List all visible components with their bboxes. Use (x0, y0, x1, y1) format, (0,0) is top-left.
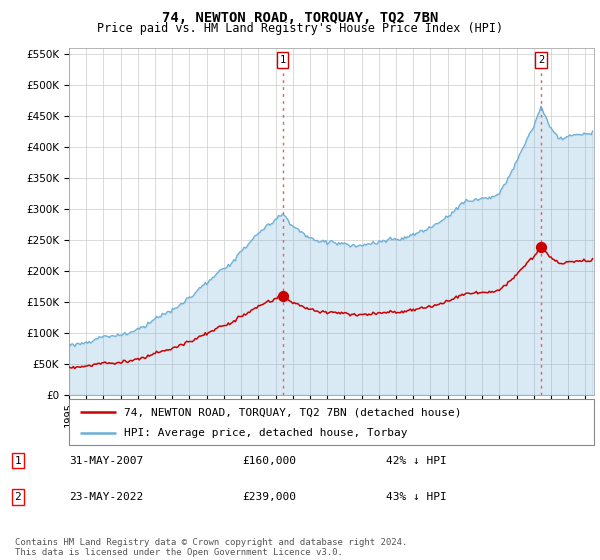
Text: Price paid vs. HM Land Registry's House Price Index (HPI): Price paid vs. HM Land Registry's House … (97, 22, 503, 35)
Text: 1: 1 (14, 456, 21, 465)
Text: £239,000: £239,000 (242, 492, 296, 502)
Text: 31-MAY-2007: 31-MAY-2007 (70, 456, 144, 465)
Text: 43% ↓ HPI: 43% ↓ HPI (386, 492, 447, 502)
Text: 74, NEWTON ROAD, TORQUAY, TQ2 7BN: 74, NEWTON ROAD, TORQUAY, TQ2 7BN (162, 11, 438, 25)
Text: 2: 2 (14, 492, 21, 502)
Text: £160,000: £160,000 (242, 456, 296, 465)
Text: Contains HM Land Registry data © Crown copyright and database right 2024.
This d: Contains HM Land Registry data © Crown c… (15, 538, 407, 557)
Text: 1: 1 (280, 55, 286, 65)
Point (278, 291, 287, 300)
Point (536, 242, 546, 251)
Text: 42% ↓ HPI: 42% ↓ HPI (386, 456, 447, 465)
Text: 2: 2 (538, 55, 544, 65)
Text: 74, NEWTON ROAD, TORQUAY, TQ2 7BN (detached house): 74, NEWTON ROAD, TORQUAY, TQ2 7BN (detac… (124, 407, 461, 417)
Text: HPI: Average price, detached house, Torbay: HPI: Average price, detached house, Torb… (124, 428, 407, 438)
Text: 23-MAY-2022: 23-MAY-2022 (70, 492, 144, 502)
